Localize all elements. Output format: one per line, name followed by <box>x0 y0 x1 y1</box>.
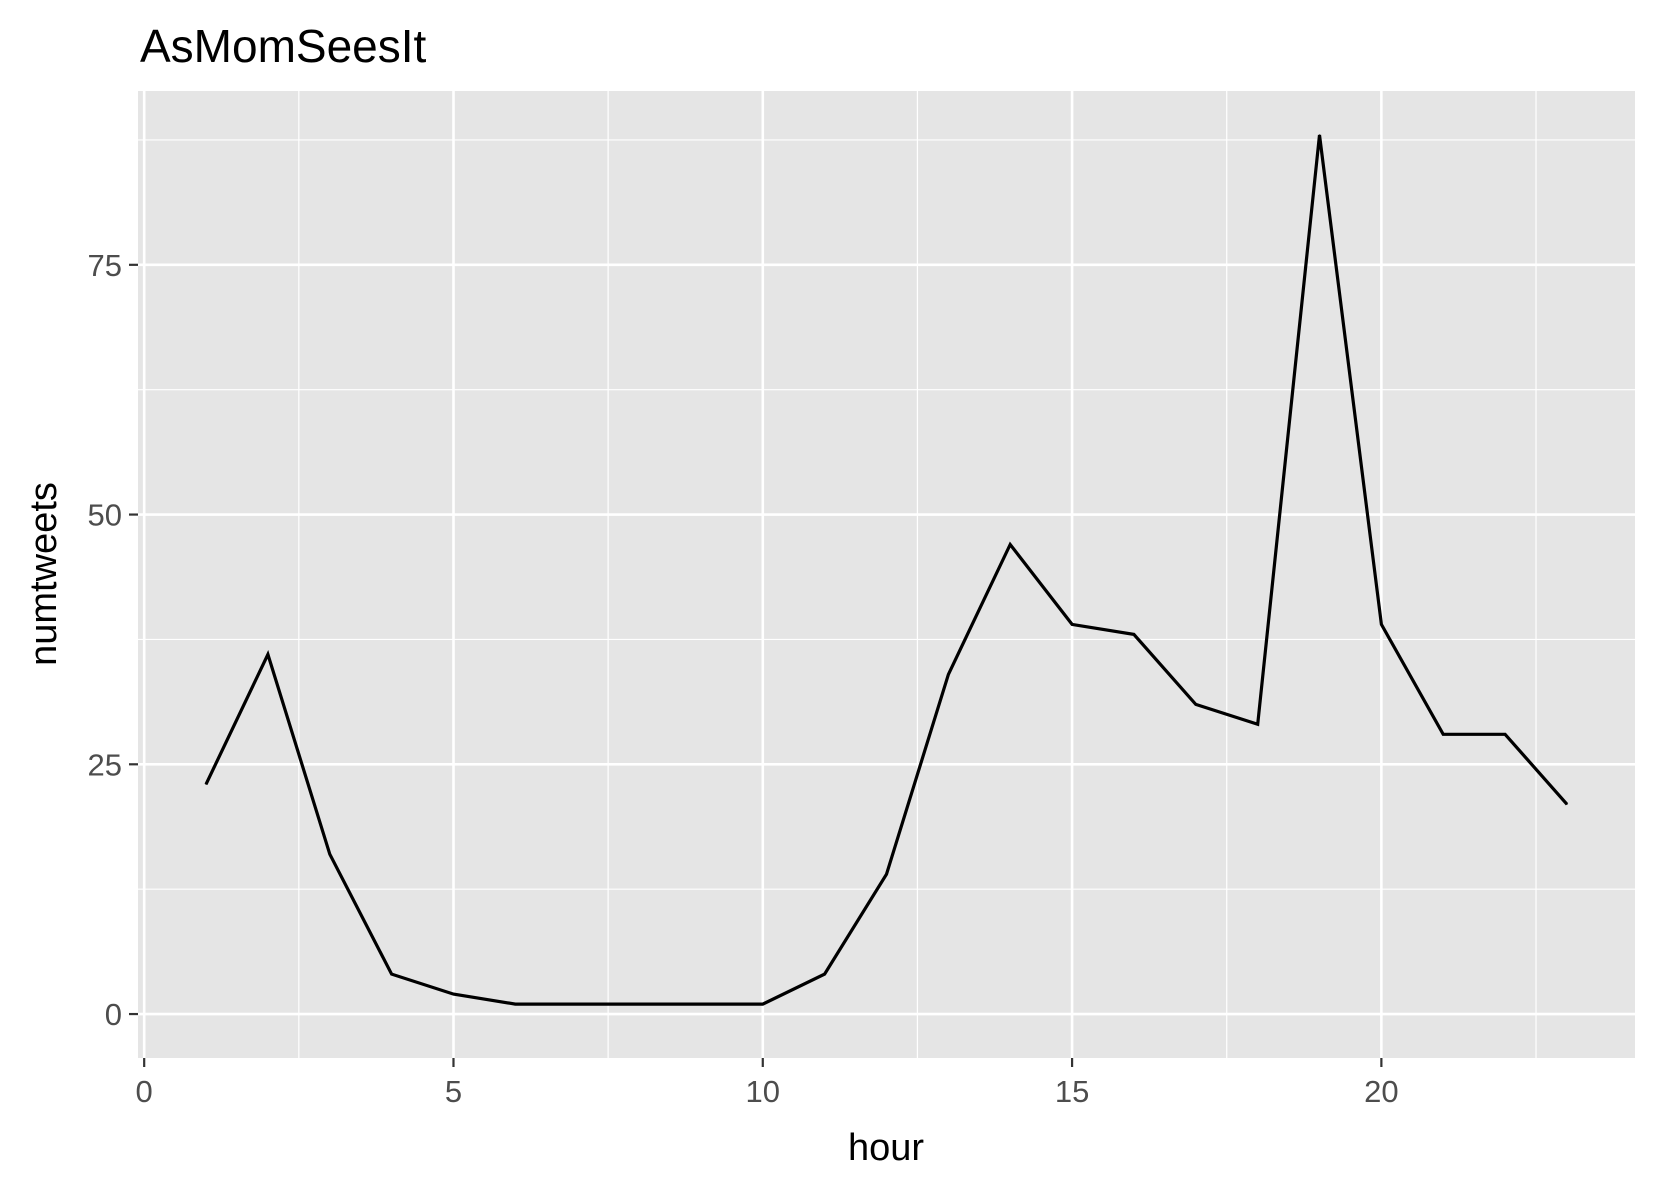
data-point <box>452 993 455 995</box>
y-tick-label: 75 <box>88 248 122 283</box>
data-point <box>329 853 331 855</box>
data-point <box>514 1003 516 1005</box>
data-point <box>947 673 949 675</box>
x-axis: 0 5 10 15 20 <box>136 1058 1399 1109</box>
y-tick-label: 25 <box>88 747 122 782</box>
data-point <box>1257 723 1259 725</box>
data-point <box>1071 623 1073 626</box>
data-point <box>205 783 207 785</box>
data-point <box>1566 803 1568 805</box>
data-point <box>638 1003 640 1005</box>
x-tick-label: 10 <box>746 1074 780 1109</box>
y-axis-title: numtweets <box>23 482 65 666</box>
data-point <box>885 873 888 875</box>
data-point <box>1442 733 1444 735</box>
data-point <box>267 653 269 656</box>
data-point <box>576 1003 578 1005</box>
x-tick-label: 0 <box>136 1074 153 1109</box>
y-tick-label: 50 <box>88 498 122 533</box>
data-point <box>700 1003 702 1005</box>
y-tick-label: 0 <box>105 997 122 1032</box>
data-point <box>1195 703 1197 705</box>
major-gridlines <box>138 91 1635 1058</box>
data-point <box>391 973 393 975</box>
data-point <box>1009 543 1011 546</box>
data-point <box>1318 134 1321 136</box>
plot-panel <box>138 91 1635 1058</box>
x-tick-label: 5 <box>445 1074 462 1109</box>
x-tick-label: 20 <box>1364 1074 1398 1109</box>
data-point <box>1380 623 1382 626</box>
data-point <box>762 1003 764 1005</box>
y-axis: 0 25 50 75 <box>88 248 138 1032</box>
data-point <box>1504 733 1506 735</box>
data-point <box>1133 633 1135 636</box>
minor-gridlines <box>138 91 1635 1058</box>
chart-title: AsMomSeesIt <box>140 20 427 72</box>
series-layer <box>204 134 1569 1006</box>
x-tick-label: 15 <box>1055 1074 1089 1109</box>
data-point <box>824 973 826 975</box>
x-axis-title: hour <box>848 1127 924 1169</box>
